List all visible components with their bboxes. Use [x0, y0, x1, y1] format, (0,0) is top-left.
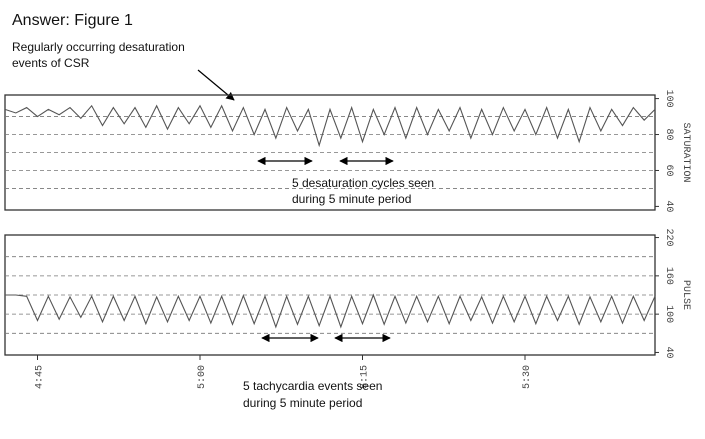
trace — [4, 104, 656, 148]
y-tick-label: 160 — [663, 267, 674, 285]
x-tick-label: 5:15 — [360, 365, 371, 389]
annotation: Regularly occurring desaturation — [12, 40, 185, 54]
y-tick-label: 40 — [663, 346, 674, 358]
y-tick-label: 100 — [663, 305, 674, 323]
annotation: 5 tachycardia events seen — [243, 379, 382, 393]
x-tick-label: 5:00 — [197, 365, 208, 389]
y-tick-label: 40 — [663, 200, 674, 212]
y-tick-label: 100 — [663, 90, 674, 108]
trace — [5, 293, 656, 329]
x-tick-label: 5:30 — [522, 365, 533, 389]
y-tick-label: 60 — [663, 164, 674, 176]
y-tick-label: 220 — [663, 229, 674, 247]
y-axis-title: PULSE — [680, 280, 691, 310]
y-axis-title: SATURATION — [680, 122, 691, 182]
annotation: events of CSR — [12, 56, 90, 70]
annotation: during 5 minute period — [243, 396, 362, 410]
x-tick-label: 4:45 — [35, 365, 46, 389]
y-tick-label: 80 — [663, 129, 674, 141]
annotation: during 5 minute period — [292, 192, 411, 206]
title: Answer: Figure 1 — [12, 12, 133, 29]
annotation: 5 desaturation cycles seen — [292, 176, 434, 190]
